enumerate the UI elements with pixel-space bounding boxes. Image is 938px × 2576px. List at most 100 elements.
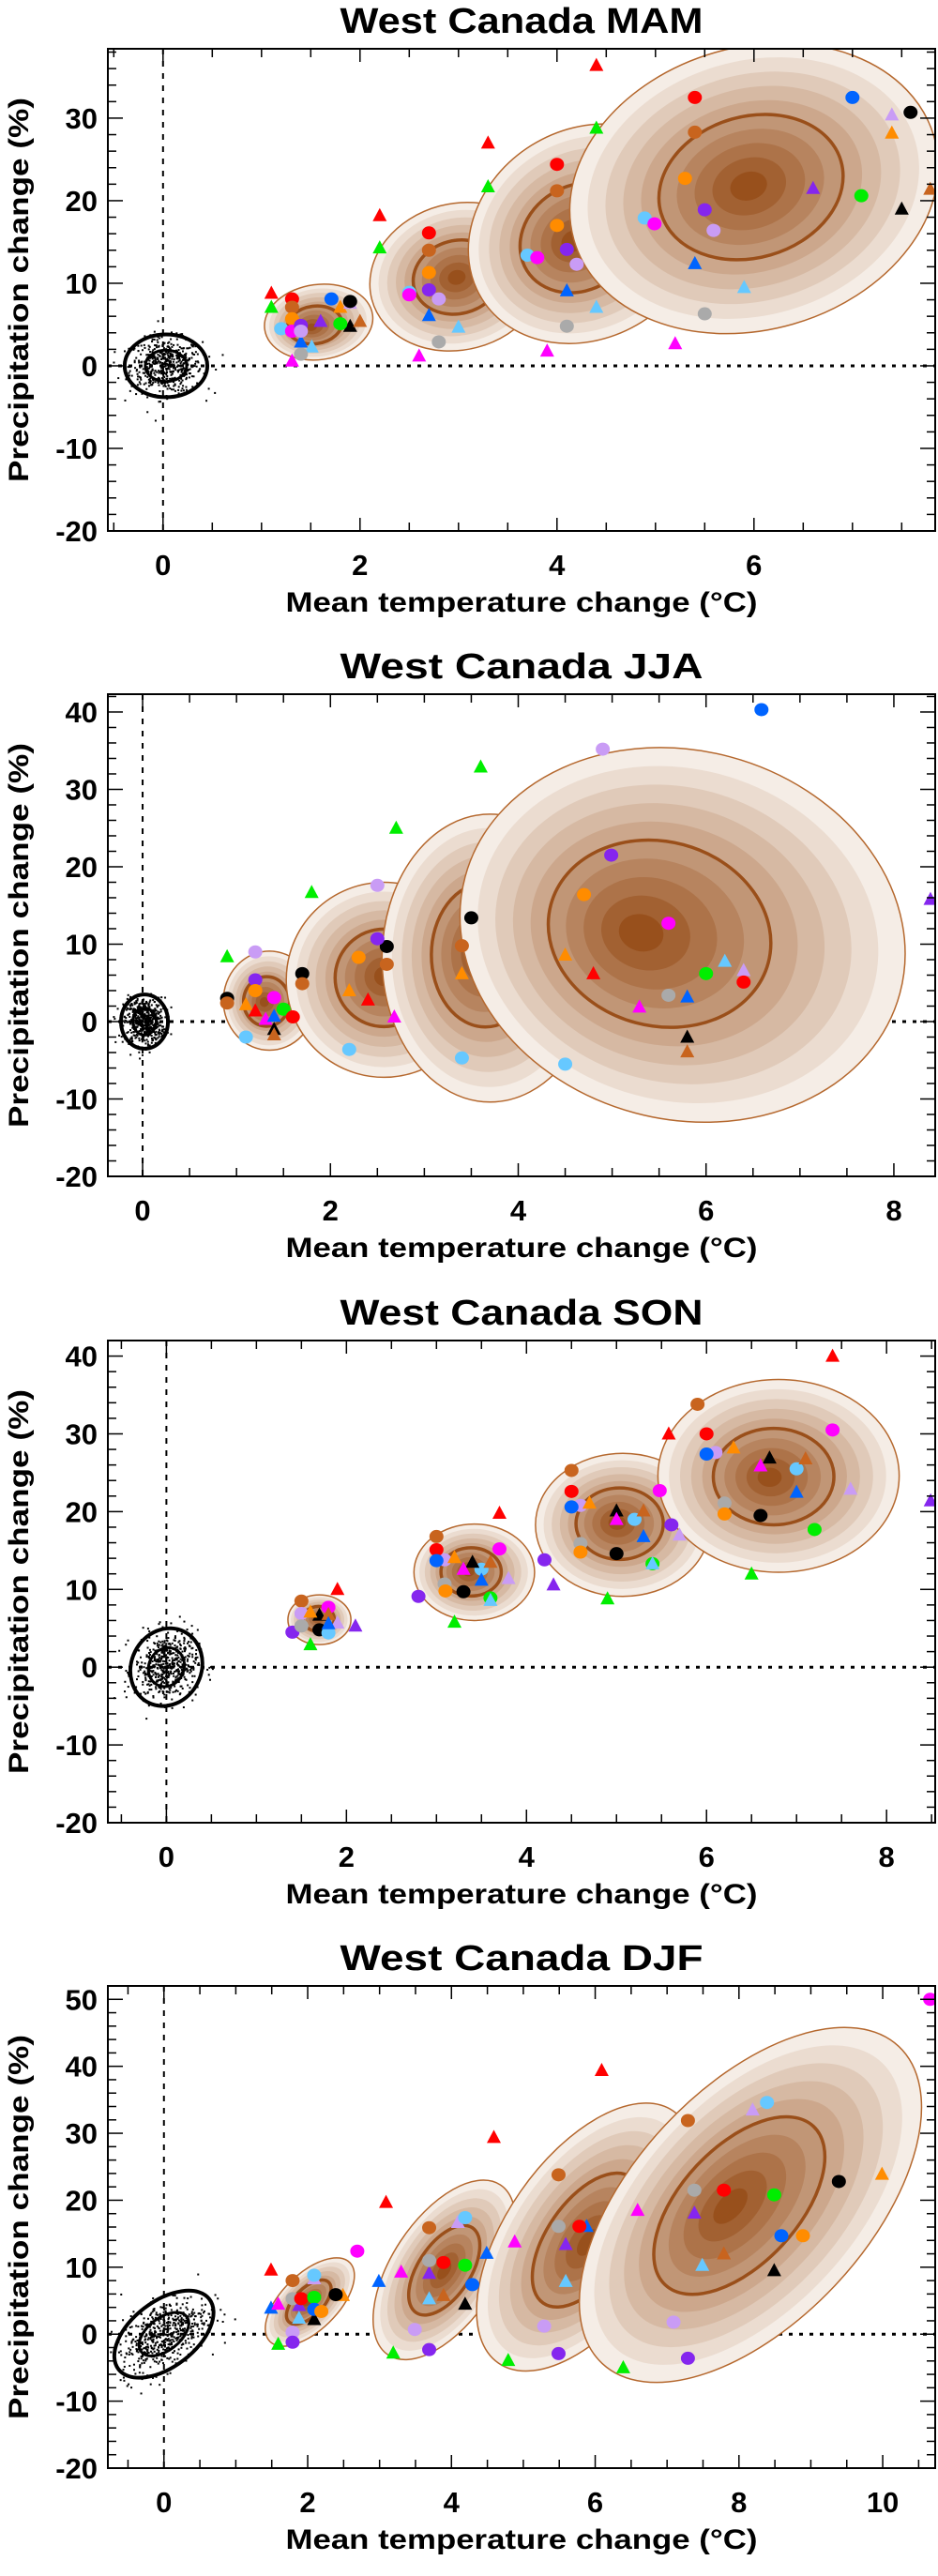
control-sample-point: [176, 1690, 179, 1692]
control-sample-point: [174, 2315, 177, 2318]
control-sample-point: [160, 357, 163, 360]
control-sample-point: [181, 2329, 184, 2332]
control-sample-point: [155, 1680, 158, 1683]
control-sample-point: [150, 1023, 153, 1025]
control-sample-point: [140, 2355, 143, 2357]
control-sample-point: [130, 2387, 133, 2389]
control-sample-point: [151, 1026, 154, 1029]
control-sample-point: [181, 358, 184, 361]
model-circle-marker: [295, 977, 310, 991]
control-sample-point: [175, 2296, 178, 2299]
control-sample-point: [140, 2357, 143, 2360]
control-sample-point: [170, 2309, 173, 2311]
control-sample-point: [144, 1670, 146, 1673]
control-sample-point: [132, 2311, 135, 2313]
control-sample-point: [164, 1678, 167, 1681]
control-sample-point: [158, 344, 160, 347]
control-sample-point: [137, 2326, 140, 2328]
control-sample-point: [172, 2294, 174, 2296]
control-sample-point: [179, 333, 182, 336]
model-circle-marker: [436, 2255, 451, 2269]
control-sample-point: [129, 2315, 132, 2318]
model-circle-marker: [294, 347, 309, 361]
control-sample-point: [135, 1019, 138, 1022]
control-sample-point: [157, 2362, 159, 2365]
control-sample-point: [127, 1008, 129, 1010]
control-sample-point: [174, 1689, 177, 1691]
control-sample-point: [154, 1658, 157, 1660]
control-sample-point: [145, 2349, 148, 2352]
control-sample-point: [160, 2355, 163, 2357]
model-circle-marker: [564, 1500, 579, 1514]
control-sample-point: [134, 2372, 137, 2375]
control-sample-point: [185, 386, 188, 388]
control-sample-point: [154, 1008, 157, 1011]
control-sample-point: [170, 373, 173, 376]
control-sample-point: [177, 2348, 180, 2351]
control-sample-point: [146, 1646, 149, 1649]
model-triangle-marker: [372, 240, 387, 254]
control-sample-point: [159, 1687, 162, 1690]
control-sample-point: [170, 1670, 173, 1673]
control-sample-point: [153, 2344, 156, 2347]
control-sample-point: [194, 1693, 197, 1696]
control-sample-point: [144, 1662, 146, 1665]
control-sample-point: [145, 1718, 148, 1720]
y-tick-label: -10: [55, 432, 98, 465]
control-sample-point: [168, 1674, 171, 1677]
control-sample-point: [154, 1008, 157, 1010]
control-sample-point: [181, 1659, 184, 1661]
control-sample-point: [130, 1031, 133, 1034]
control-sample-point: [168, 2340, 171, 2342]
control-sample-point: [125, 1644, 128, 1646]
control-sample-point: [159, 1014, 162, 1017]
control-sample-point: [159, 1008, 162, 1011]
control-sample-point: [163, 1671, 166, 1674]
control-sample-point: [194, 1653, 197, 1656]
control-sample-point: [177, 2333, 180, 2336]
control-sample-point: [155, 1012, 158, 1015]
control-sample-point: [172, 1672, 174, 1674]
control-sample-point: [170, 1673, 173, 1675]
model-triangle-marker: [304, 885, 319, 899]
control-sample-point: [165, 2328, 168, 2331]
control-sample-point: [142, 2326, 144, 2328]
control-sample-point: [177, 1641, 180, 1644]
control-sample-point: [211, 2353, 214, 2356]
control-sample-point: [182, 389, 185, 392]
control-sample-point: [158, 1012, 160, 1015]
control-sample-point: [167, 2320, 170, 2323]
control-sample-point: [162, 2332, 165, 2335]
control-sample-point: [168, 2316, 171, 2319]
control-sample-point: [185, 2319, 188, 2322]
control-sample-point: [193, 2322, 196, 2325]
control-sample-point: [145, 354, 148, 356]
control-sample-point: [155, 1030, 158, 1033]
control-sample-point: [190, 343, 193, 346]
control-sample-point: [164, 2338, 167, 2341]
control-sample-point: [154, 1665, 157, 1668]
plot-frame: [107, 693, 936, 1177]
control-sample-point: [150, 2331, 153, 2334]
model-circle-marker: [350, 2244, 365, 2258]
control-sample-point: [170, 2341, 173, 2344]
model-circle-marker: [219, 996, 234, 1010]
control-sample-point: [162, 2308, 165, 2311]
control-sample-point: [144, 2345, 147, 2348]
control-sample-point: [143, 998, 145, 1001]
control-sample-point: [142, 371, 144, 374]
control-sample-point: [185, 1668, 188, 1671]
control-sample-point: [145, 1020, 148, 1023]
control-sample-point: [148, 1026, 151, 1029]
model-circle-marker: [463, 911, 478, 925]
y-tick-label: -10: [55, 1083, 98, 1115]
model-triangle-marker: [687, 2205, 702, 2220]
control-sample-point: [180, 2329, 183, 2332]
control-sample-point: [156, 339, 159, 341]
control-sample-point: [188, 1655, 190, 1658]
control-sample-point: [156, 1679, 159, 1682]
control-sample-point: [125, 2340, 128, 2342]
control-sample-point: [121, 1040, 124, 1043]
model-circle-marker: [379, 957, 394, 971]
control-sample-point: [142, 1020, 144, 1023]
